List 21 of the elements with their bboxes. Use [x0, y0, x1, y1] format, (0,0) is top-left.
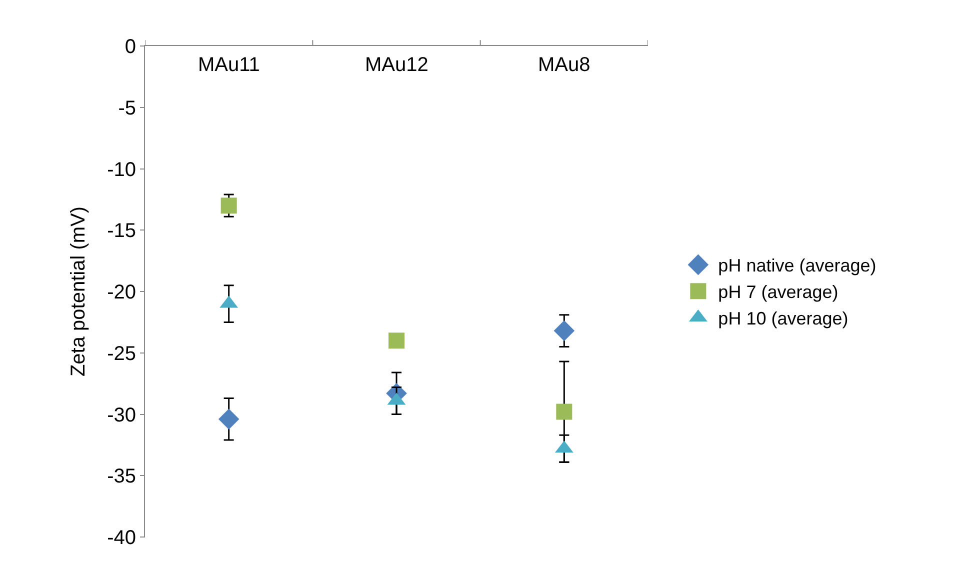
point — [218, 408, 240, 430]
y-tick-label: -15 — [107, 220, 136, 242]
y-axis-title: Zeta potential (mV) — [68, 206, 90, 377]
y-tick-label: 0 — [124, 36, 136, 58]
y-tick-label: -40 — [107, 527, 136, 549]
y-tick-label: -10 — [107, 158, 136, 181]
point — [388, 332, 404, 349]
legend-label: pH 7 (average) — [718, 282, 838, 302]
legend-label: pH 10 (average) — [718, 308, 848, 329]
y-tick-label: -35 — [107, 466, 136, 488]
x-tick-label: MAu8 — [538, 54, 590, 76]
point — [554, 320, 575, 342]
point — [556, 404, 572, 420]
point — [220, 198, 237, 214]
x-tick-label: MAu12 — [365, 54, 428, 76]
y-tick-label: -5 — [118, 97, 136, 120]
legend-label: pH native (average) — [718, 256, 876, 276]
y-tick-label: -30 — [107, 404, 136, 426]
y-tick-label: -25 — [107, 342, 136, 365]
x-tick-label: MAu11 — [198, 54, 260, 76]
y-tick-label: -20 — [107, 282, 136, 304]
